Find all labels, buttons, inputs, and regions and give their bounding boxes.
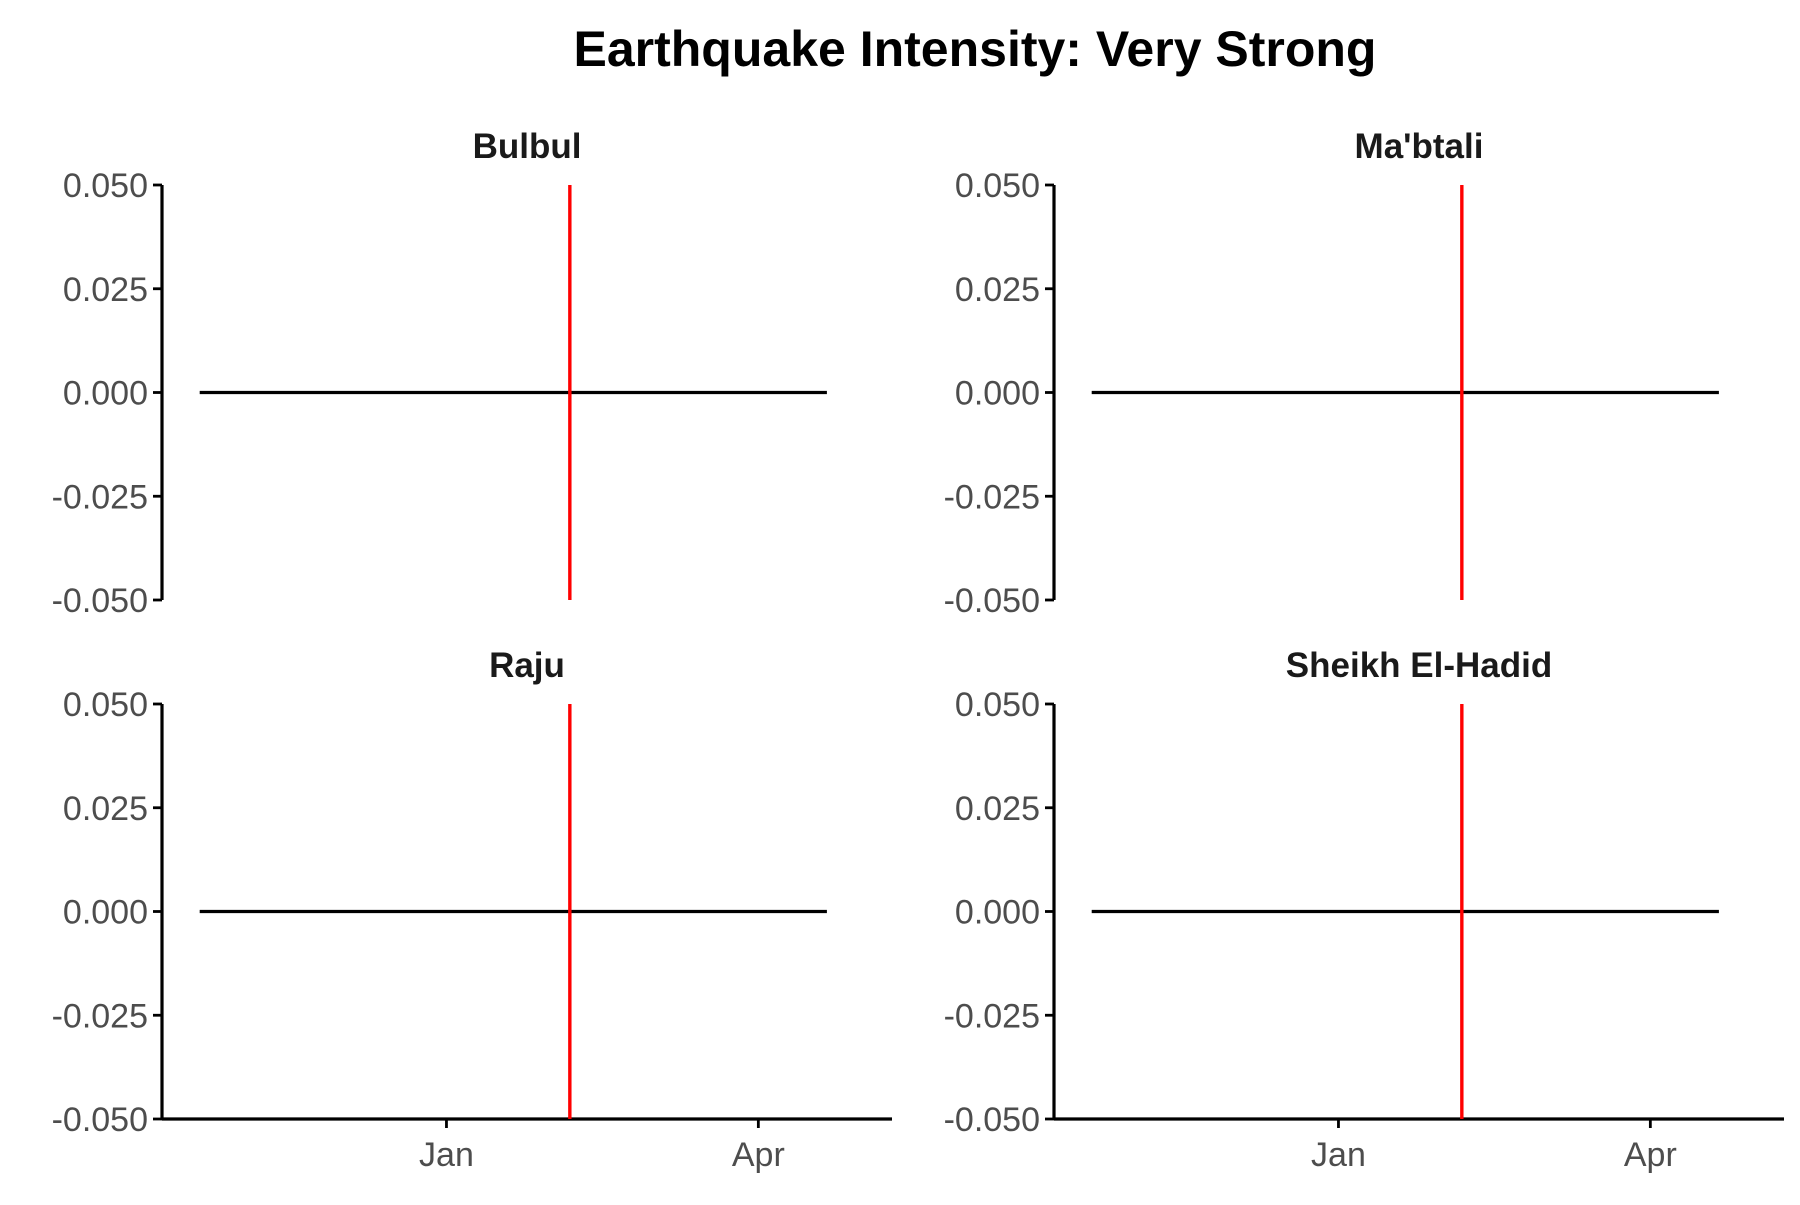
y-tick-label: 0.025 <box>955 790 1040 828</box>
y-tick-label: -0.025 <box>52 997 148 1035</box>
facet-title: Raju <box>489 646 565 685</box>
y-tick-label: -0.025 <box>944 997 1040 1035</box>
y-tick-label: -0.025 <box>52 478 148 516</box>
facet-ma-btali: Ma'btali 0.050 0.025 0.000 -0.025 -0.050 <box>944 127 1719 620</box>
facet-title: Ma'btali <box>1355 127 1484 166</box>
x-tick-label: Apr <box>732 1136 785 1174</box>
y-tick-label: 0.025 <box>63 790 148 828</box>
y-tick-label: -0.050 <box>944 1101 1040 1139</box>
facet-raju: Raju 0.050 0.025 0.000 -0.025 -0.050 Jan Apr <box>52 646 892 1174</box>
x-tick-label: Jan <box>1311 1136 1366 1174</box>
facet-bulbul: Bulbul 0.050 0.025 0.000 -0.025 -0.050 <box>52 127 827 620</box>
facet-sheikh-el-hadid: Sheikh El-Hadid 0.050 0.025 0.000 -0.025 -0.0… <box>944 646 1784 1174</box>
y-tick-label: 0.025 <box>955 271 1040 309</box>
facet-title: Bulbul <box>473 127 582 166</box>
facets-layer: Bulbul0.0500.0250.000-0.025-0.050Ma'btal… <box>52 127 1784 1174</box>
chart-title: Earthquake Intensity: Very Strong <box>574 21 1377 77</box>
y-tick-label: 0.050 <box>63 167 148 205</box>
y-tick-label: -0.050 <box>52 582 148 620</box>
y-tick-label: 0.025 <box>63 271 148 309</box>
y-tick-label: 0.000 <box>955 375 1040 413</box>
y-tick-label: 0.050 <box>63 686 148 724</box>
x-tick-label: Apr <box>1624 1136 1677 1174</box>
y-tick-label: 0.000 <box>63 375 148 413</box>
y-tick-label: 0.000 <box>955 894 1040 932</box>
y-tick-label: 0.050 <box>955 686 1040 724</box>
y-tick-label: -0.050 <box>52 1101 148 1139</box>
y-tick-label: -0.050 <box>944 582 1040 620</box>
y-tick-label: 0.000 <box>63 894 148 932</box>
x-tick-label: Jan <box>419 1136 474 1174</box>
facet-title: Sheikh El-Hadid <box>1286 646 1552 685</box>
y-tick-label: -0.025 <box>944 478 1040 516</box>
y-tick-label: 0.050 <box>955 167 1040 205</box>
